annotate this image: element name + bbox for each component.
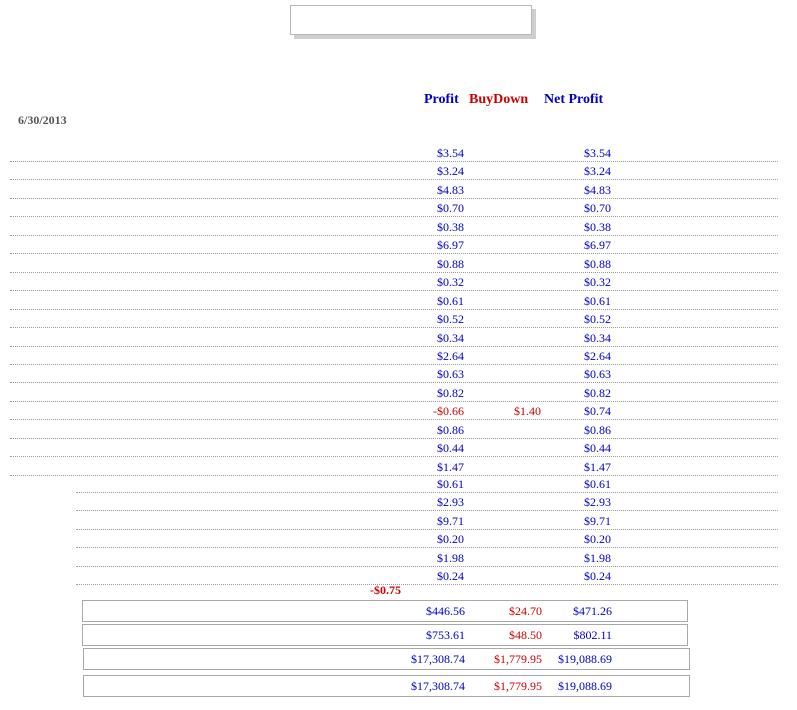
net-profit-cell: $0.32 — [584, 275, 611, 289]
table-row: $0.86 $0.86 — [10, 420, 778, 439]
profit-cell: $0.34 — [437, 331, 464, 345]
profit-cell: $0.63 — [437, 367, 464, 381]
net-profit-cell: $3.54 — [584, 146, 611, 160]
total-buydown-cell: $1,779.95 — [494, 652, 542, 666]
profit-cell: $0.20 — [437, 532, 464, 546]
net-profit-cell: $0.38 — [584, 220, 611, 234]
table-row: $1.98 $1.98 — [76, 548, 778, 567]
net-profit-cell: $1.98 — [584, 551, 611, 565]
net-profit-cell: $0.20 — [584, 532, 611, 546]
net-profit-cell: $3.24 — [584, 164, 611, 178]
total-buydown-cell: $24.70 — [509, 604, 542, 618]
profit-cell: $0.38 — [437, 220, 464, 234]
total-row: $17,308.74 $1,779.95 $19,088.69 — [83, 648, 690, 670]
total-row: $17,308.74 $1,779.95 $19,088.69 — [83, 675, 690, 697]
table-row: $4.83 $4.83 — [10, 180, 778, 199]
table-row: $0.61 $0.61 — [76, 474, 778, 493]
profit-cell: $3.24 — [437, 164, 464, 178]
net-profit-cell: $2.93 — [584, 495, 611, 509]
table-row: $0.61 $0.61 — [10, 291, 778, 310]
table-row: $6.97 $6.97 — [10, 235, 778, 254]
total-net-profit-cell: $802.11 — [573, 628, 612, 642]
total-profit-cell: $17,308.74 — [411, 679, 465, 693]
total-profit-cell: $446.56 — [426, 604, 465, 618]
profit-cell: $0.61 — [437, 477, 464, 491]
profit-cell: $0.52 — [437, 312, 464, 326]
table-row: $0.52 $0.52 — [10, 309, 778, 328]
net-profit-cell: $0.24 — [584, 569, 611, 583]
net-profit-cell: $6.97 — [584, 238, 611, 252]
table-row: $0.34 $0.34 — [10, 328, 778, 347]
profit-cell: $4.83 — [437, 183, 464, 197]
profit-cell: $0.24 — [437, 569, 464, 583]
column-header-profit: Profit — [424, 92, 459, 107]
profit-cell: $0.86 — [437, 423, 464, 437]
total-row: $446.56 $24.70 $471.26 — [82, 600, 688, 622]
total-profit-cell: $753.61 — [426, 628, 465, 642]
net-profit-cell: $0.34 — [584, 331, 611, 345]
total-buydown-cell: $48.50 — [509, 628, 542, 642]
profit-cell: $1.98 — [437, 551, 464, 565]
table-row: $0.38 $0.38 — [10, 217, 778, 236]
profit-cell: -$0.66 — [433, 404, 464, 418]
net-profit-cell: $0.52 — [584, 312, 611, 326]
net-profit-cell: $0.63 — [584, 367, 611, 381]
buydown-cell: $1.40 — [514, 404, 541, 418]
column-header-net-profit: Net Profit — [544, 92, 604, 107]
table-row: $0.32 $0.32 — [10, 272, 778, 291]
profit-cell: $0.88 — [437, 257, 464, 271]
net-profit-cell: $0.61 — [584, 477, 611, 491]
table-row: $0.20 $0.20 — [76, 529, 778, 548]
net-profit-cell: $0.82 — [584, 386, 611, 400]
net-profit-cell: $1.47 — [584, 460, 611, 474]
table-row: $0.24 $0.24 — [76, 566, 778, 585]
net-profit-cell: $2.64 — [584, 349, 611, 363]
table-row: $3.24 $3.24 — [10, 161, 778, 180]
table-row: $0.70 $0.70 — [10, 198, 778, 217]
net-profit-cell: $9.71 — [584, 514, 611, 528]
net-profit-cell: $0.70 — [584, 201, 611, 215]
total-net-profit-cell: $19,088.69 — [558, 679, 612, 693]
profit-cell: $2.64 — [437, 349, 464, 363]
total-row: $753.61 $48.50 $802.11 — [82, 624, 688, 646]
total-net-profit-cell: $19,088.69 — [558, 652, 612, 666]
total-buydown-cell: $1,779.95 — [494, 679, 542, 693]
table-row: $0.88 $0.88 — [10, 254, 778, 273]
net-profit-cell: $4.83 — [584, 183, 611, 197]
table-row: $0.82 $0.82 — [10, 383, 778, 402]
subtotal-negative: -$0.75 — [370, 583, 401, 597]
column-header-buydown: BuyDown — [469, 92, 529, 107]
table-row: $1.47 $1.47 — [10, 457, 778, 476]
net-profit-cell: $0.74 — [584, 404, 611, 418]
profit-cell: $6.97 — [437, 238, 464, 252]
total-profit-cell: $17,308.74 — [411, 652, 465, 666]
profit-cell: $3.54 — [437, 146, 464, 160]
profit-cell: $9.71 — [437, 514, 464, 528]
report-title-box — [290, 5, 532, 35]
table-row: $2.93 $2.93 — [76, 492, 778, 511]
table-row: $0.63 $0.63 — [10, 364, 778, 383]
profit-cell: $0.44 — [437, 441, 464, 455]
table-row: $0.44 $0.44 — [10, 438, 778, 457]
net-profit-cell: $0.86 — [584, 423, 611, 437]
profit-cell: $0.82 — [437, 386, 464, 400]
profit-cell: $0.61 — [437, 294, 464, 308]
profit-cell: $0.70 — [437, 201, 464, 215]
net-profit-cell: $0.88 — [584, 257, 611, 271]
net-profit-cell: $0.44 — [584, 441, 611, 455]
table-row: $3.54 $3.54 — [10, 143, 778, 162]
profit-cell: $1.47 — [437, 460, 464, 474]
table-row: $9.71 $9.71 — [76, 511, 778, 530]
profit-cell: $2.93 — [437, 495, 464, 509]
net-profit-cell: $0.61 — [584, 294, 611, 308]
report-date: 6/30/2013 — [18, 113, 67, 127]
table-row: -$0.66 $1.40 $0.74 — [10, 401, 778, 420]
total-net-profit-cell: $471.26 — [573, 604, 612, 618]
profit-cell: $0.32 — [437, 275, 464, 289]
table-row: $2.64 $2.64 — [10, 346, 778, 365]
